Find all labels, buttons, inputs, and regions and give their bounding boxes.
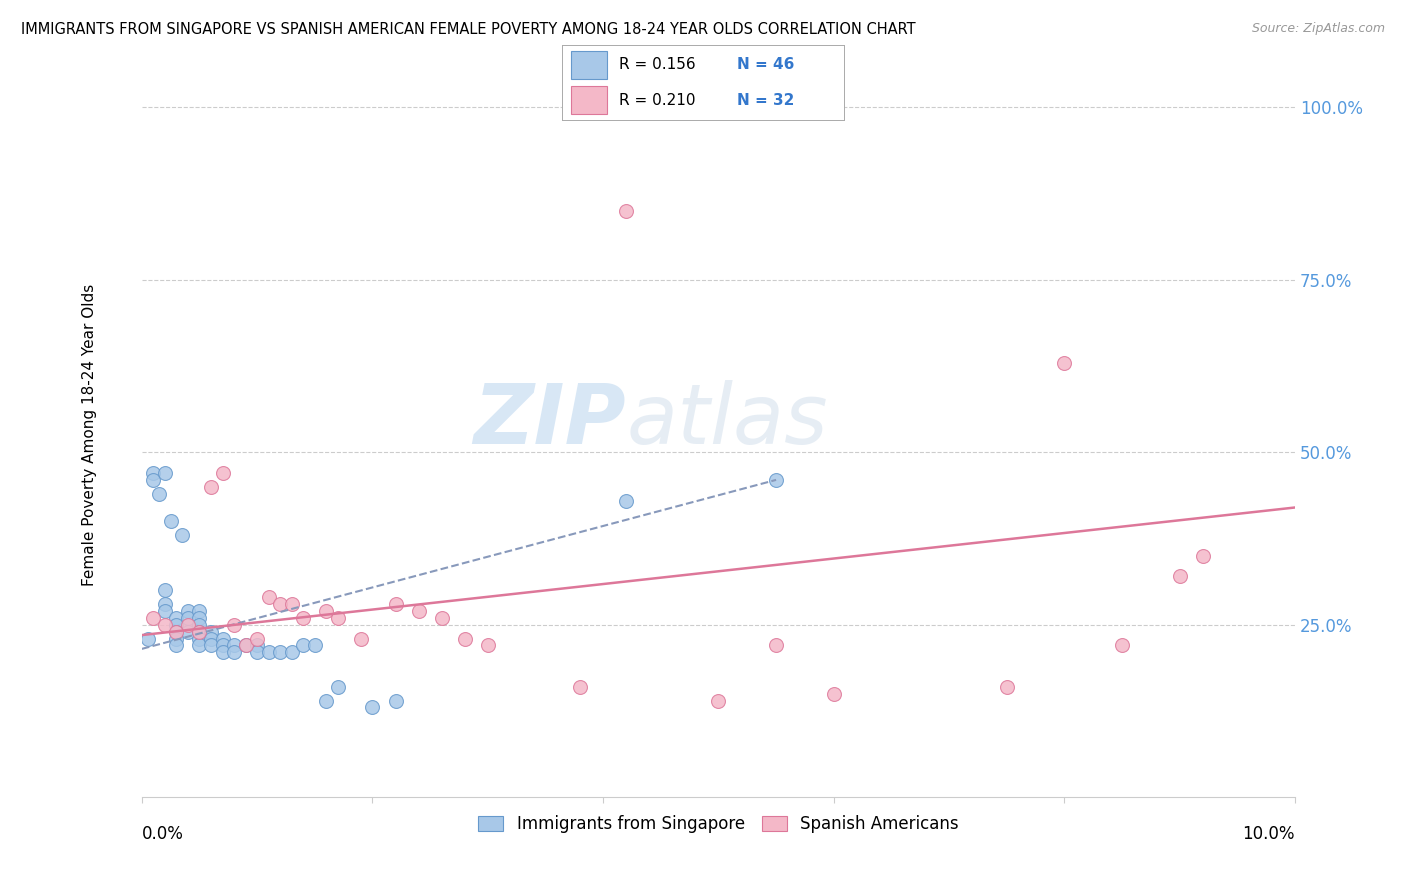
Text: ZIP: ZIP [474,380,626,461]
Point [569,680,592,694]
Point [211,645,233,659]
Point [361,700,384,714]
Text: 10.0%: 10.0% [1243,825,1295,843]
Point [384,597,406,611]
Point [177,611,200,625]
Point [222,639,245,653]
Text: R = 0.210: R = 0.210 [619,93,695,108]
Point [177,617,200,632]
Text: atlas: atlas [626,380,828,461]
Point [222,645,245,659]
Point [326,680,349,694]
Point [142,473,165,487]
Point [1053,356,1076,370]
Point [765,473,787,487]
Point [200,480,222,494]
Point [269,597,291,611]
Point [159,514,181,528]
Bar [571,87,607,114]
Text: R = 0.156: R = 0.156 [619,57,695,72]
Point [188,611,211,625]
Text: N = 32: N = 32 [737,93,794,108]
Point [188,624,211,639]
Point [165,611,187,625]
Point [246,645,269,659]
Text: Source: ZipAtlas.com: Source: ZipAtlas.com [1251,22,1385,36]
Point [148,486,170,500]
Point [211,632,233,646]
Point [315,604,337,618]
Point [614,203,637,218]
Point [177,624,200,639]
Point [188,617,211,632]
Point [707,693,730,707]
Point [995,680,1018,694]
Point [211,639,233,653]
Point [165,624,187,639]
Point [142,466,165,480]
Point [211,466,233,480]
Point [315,693,337,707]
Point [765,639,787,653]
Point [1191,549,1213,563]
Point [153,466,176,480]
Point [200,632,222,646]
Point [153,597,176,611]
Point [1168,569,1191,583]
Point [281,645,304,659]
Point [177,604,200,618]
Point [246,639,269,653]
Text: 0.0%: 0.0% [142,825,184,843]
Text: Female Poverty Among 18-24 Year Olds: Female Poverty Among 18-24 Year Olds [83,284,97,586]
Point [430,611,453,625]
Legend: Immigrants from Singapore, Spanish Americans: Immigrants from Singapore, Spanish Ameri… [472,808,965,839]
Point [188,639,211,653]
Point [153,583,176,598]
Point [326,611,349,625]
Point [142,611,165,625]
Point [153,617,176,632]
Point [614,493,637,508]
Point [477,639,499,653]
Point [222,617,245,632]
Point [257,590,280,604]
Point [188,632,211,646]
Point [165,624,187,639]
Point [269,645,291,659]
Point [292,639,315,653]
Point [200,624,222,639]
Point [304,639,326,653]
Bar [571,51,607,78]
Point [235,639,257,653]
Text: IMMIGRANTS FROM SINGAPORE VS SPANISH AMERICAN FEMALE POVERTY AMONG 18-24 YEAR OL: IMMIGRANTS FROM SINGAPORE VS SPANISH AME… [21,22,915,37]
Text: N = 46: N = 46 [737,57,794,72]
Point [384,693,406,707]
Point [153,604,176,618]
Point [292,611,315,625]
Point [257,645,280,659]
Point [136,632,159,646]
Point [246,632,269,646]
Point [350,632,373,646]
Point [823,687,845,701]
Point [188,624,211,639]
Point [408,604,430,618]
Point [165,639,187,653]
Point [200,639,222,653]
Point [165,632,187,646]
Point [1111,639,1133,653]
Point [188,604,211,618]
Point [235,639,257,653]
Point [281,597,304,611]
Point [454,632,477,646]
Point [165,617,187,632]
Point [172,528,194,542]
